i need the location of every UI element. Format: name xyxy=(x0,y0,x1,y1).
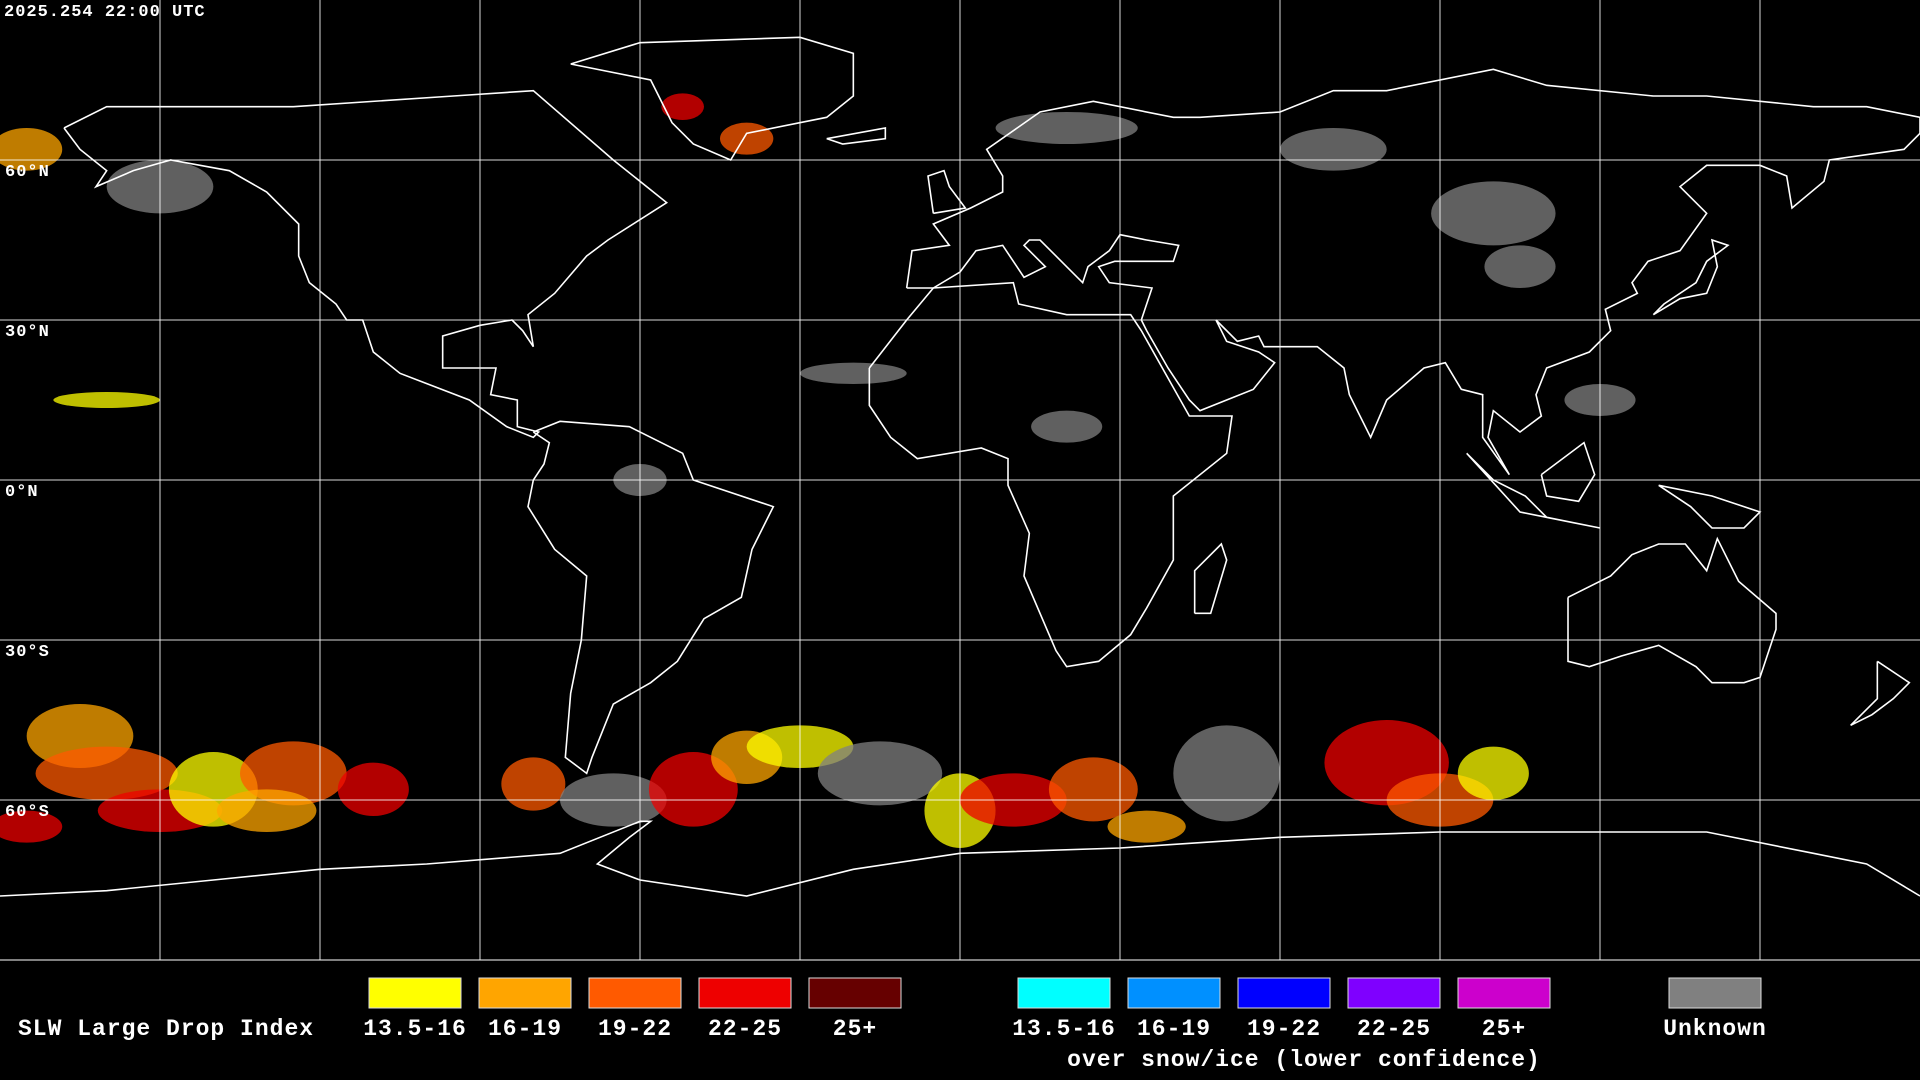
cloud-patch xyxy=(1173,725,1280,822)
legend-swatch xyxy=(698,977,792,1009)
cloud-patch xyxy=(661,93,705,120)
coastline xyxy=(1658,484,1762,529)
latitude-label: 60°S xyxy=(5,803,50,822)
cloud-patch xyxy=(995,112,1138,144)
cloud-patch xyxy=(817,741,943,806)
coastline xyxy=(1193,542,1228,615)
legend-swatch xyxy=(478,977,572,1009)
coastline xyxy=(0,820,1920,897)
legend-swatch xyxy=(1457,977,1551,1009)
legend-swatch xyxy=(368,977,462,1009)
coastline xyxy=(1652,238,1730,316)
cloud-patch xyxy=(53,392,161,408)
legend-swatch xyxy=(1347,977,1441,1009)
legend-swatch xyxy=(808,977,902,1009)
coastline xyxy=(826,127,887,145)
cloud-patch xyxy=(648,752,738,827)
coastline xyxy=(63,89,669,439)
coastline xyxy=(905,68,1920,476)
legend-label: 16-19 xyxy=(488,1016,562,1042)
cloud-patch xyxy=(1031,410,1103,443)
legend-swatch xyxy=(1017,977,1111,1009)
legend-label: 22-25 xyxy=(708,1016,782,1042)
legend-label: 13.5-16 xyxy=(363,1016,467,1042)
latitude-label: 30°S xyxy=(5,643,50,662)
latitude-label: 30°N xyxy=(5,323,50,342)
legend-label: 25+ xyxy=(1482,1016,1526,1042)
legend-label: 25+ xyxy=(833,1016,877,1042)
legend-label: 22-25 xyxy=(1357,1016,1431,1042)
legend-label: 13.5-16 xyxy=(1012,1016,1116,1042)
coastline xyxy=(1850,660,1911,727)
cloud-patch xyxy=(35,746,178,800)
cloud-patch xyxy=(216,789,317,833)
legend-note: over snow/ice (lower confidence) xyxy=(1067,1047,1541,1073)
cloud-patch xyxy=(501,757,566,811)
legend-swatch xyxy=(1668,977,1762,1009)
legend-label: 19-22 xyxy=(1247,1016,1321,1042)
cloud-patch xyxy=(1431,181,1556,246)
latitude-label: 0°N xyxy=(5,483,39,502)
graticule xyxy=(0,0,1920,960)
cloud-patch xyxy=(1048,757,1138,822)
coastline xyxy=(570,36,855,162)
legend-label: 19-22 xyxy=(598,1016,672,1042)
cloud-patch xyxy=(1484,245,1556,288)
cloud-patch xyxy=(1457,746,1529,800)
cloud-patch xyxy=(1107,810,1186,843)
cloud-patch xyxy=(720,122,774,155)
legend-label: 16-19 xyxy=(1137,1016,1211,1042)
cloud-patch xyxy=(337,762,409,816)
coastlines xyxy=(0,36,1920,897)
legend: 13.5-16 16-19 19-22 22-25 25+ 13.5-16 16-19 19-… xyxy=(363,977,1767,1073)
coastline xyxy=(1567,536,1777,684)
cloud-patch xyxy=(0,810,63,843)
legend-swatch xyxy=(1127,977,1221,1009)
timestamp: 2025.254 22:00 UTC xyxy=(4,3,206,22)
legend-swatch xyxy=(588,977,682,1009)
coastline xyxy=(868,281,1233,668)
coastline xyxy=(1466,452,1601,529)
cloud-patch xyxy=(800,362,907,385)
latitude-label: 60°N xyxy=(5,163,50,182)
legend-title: SLW Large Drop Index xyxy=(18,1016,314,1042)
coastline xyxy=(1540,441,1596,503)
legend-swatch xyxy=(1237,977,1331,1009)
legend-label: Unknown xyxy=(1663,1016,1767,1042)
cloud-patch xyxy=(1280,127,1387,171)
